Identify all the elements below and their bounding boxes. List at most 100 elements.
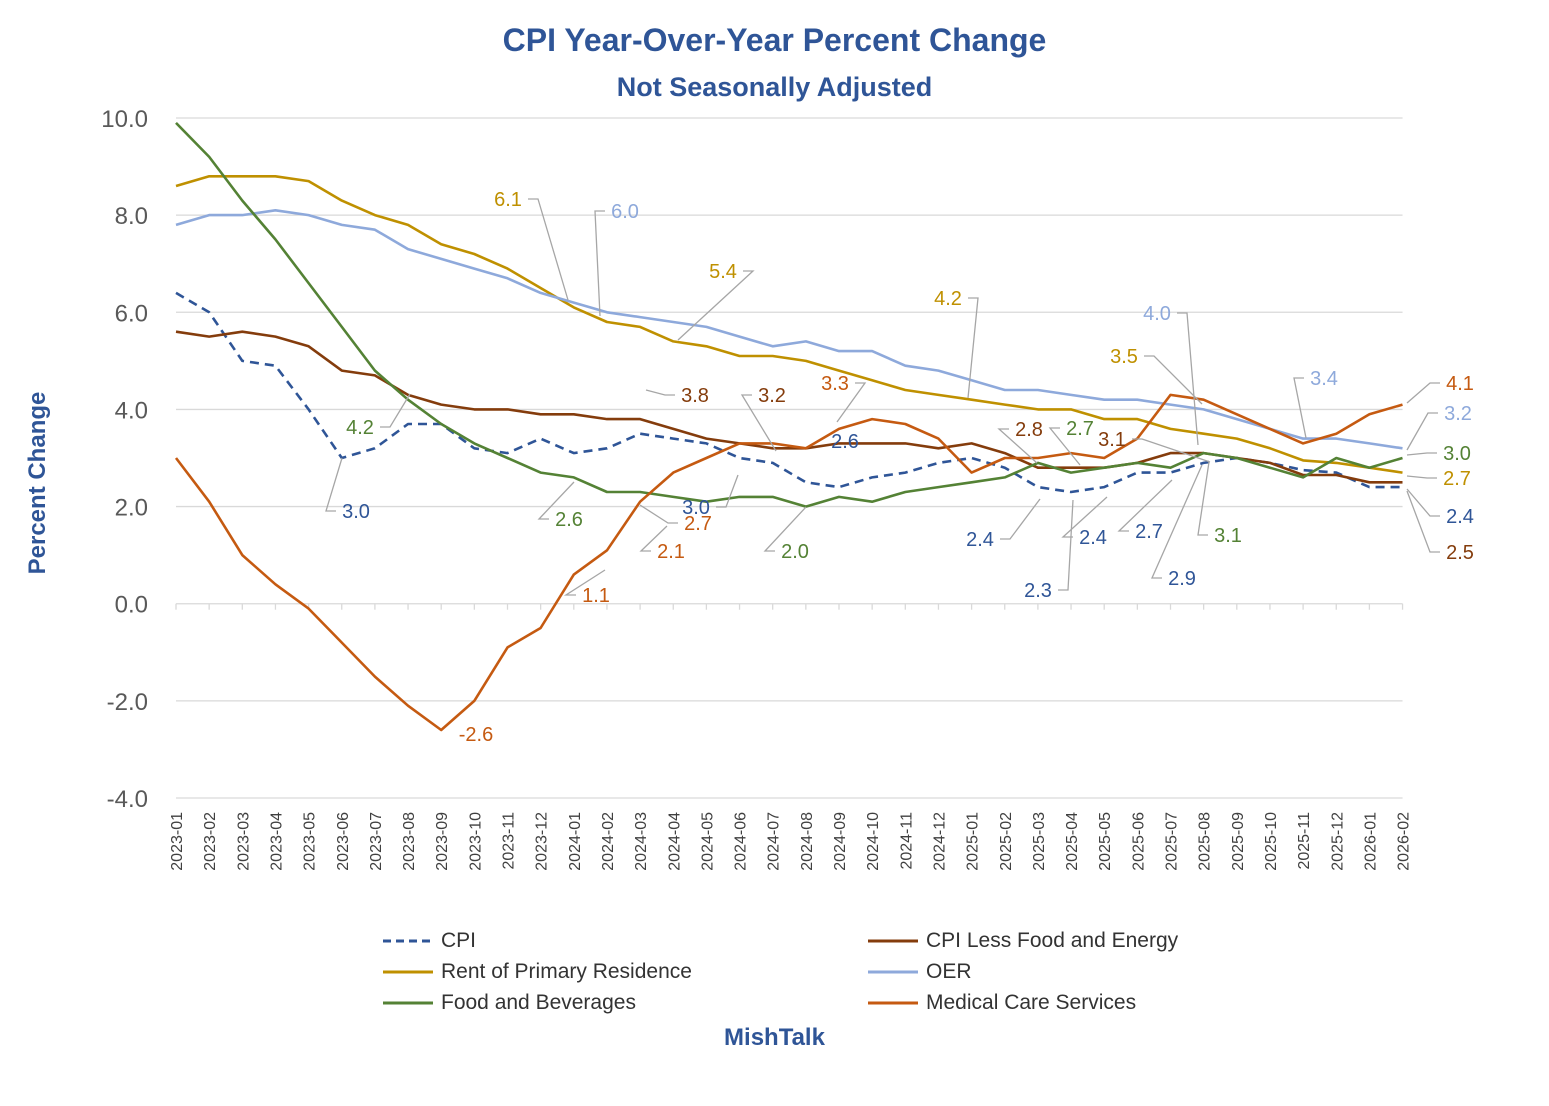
- x-tick-label: 2024-09: [832, 812, 849, 871]
- data-label: 2.6: [831, 431, 859, 453]
- leader-line: [1406, 475, 1437, 479]
- x-tick-label: 2023-12: [534, 812, 551, 871]
- leader-line: [1197, 461, 1210, 536]
- legend-item: OER: [868, 959, 972, 985]
- leader-line: [1151, 464, 1203, 579]
- data-label: 3.0: [342, 501, 370, 523]
- legend-item: Rent of Primary Residence: [383, 959, 692, 985]
- x-tick-label: 2023-08: [401, 812, 418, 871]
- y-tick-label: -4.0: [107, 786, 148, 813]
- leader-line: [1058, 499, 1074, 591]
- x-tick-label: 2024-07: [766, 812, 783, 871]
- x-tick-label: 2023-06: [335, 812, 352, 871]
- series-line-food-and-beverages: [175, 121, 1403, 508]
- data-label: 2.5: [1446, 542, 1474, 564]
- x-tick-label: 2024-08: [799, 812, 816, 871]
- x-tick-label: 2024-10: [865, 812, 882, 871]
- leader-line: [1132, 438, 1211, 463]
- leader-line: [1177, 312, 1199, 446]
- data-label: 1.1: [582, 585, 610, 607]
- leader-line: [594, 210, 605, 317]
- legend-label: Medical Care Services: [926, 991, 1137, 1014]
- x-tick-label: 2023-07: [368, 812, 385, 871]
- x-tick-label: 2023-04: [268, 812, 285, 871]
- leader-line: [967, 297, 979, 399]
- leader-line: [1144, 355, 1203, 405]
- x-tick-label: 2026-02: [1396, 812, 1413, 871]
- data-label: -2.6: [459, 724, 493, 746]
- x-tick-label: 2023-09: [434, 812, 451, 871]
- data-label: 3.1: [1098, 429, 1126, 451]
- legend-swatch: [383, 939, 433, 943]
- data-label: 2.7: [1443, 468, 1471, 490]
- chart-subtitle: Not Seasonally Adjusted: [616, 72, 933, 102]
- legend-swatch: [868, 970, 918, 974]
- x-tick-label: 2024-04: [666, 812, 683, 871]
- x-tick-label: 2023-11: [501, 812, 518, 870]
- legend-swatch: [383, 970, 433, 974]
- x-tick-label: 2025-11: [1296, 812, 1313, 870]
- leader-line: [740, 394, 777, 452]
- data-label: 3.0: [1443, 443, 1471, 465]
- legend-label: OER: [926, 960, 972, 983]
- data-label: 4.1: [1446, 373, 1474, 395]
- x-tick-label: 2025-03: [1031, 812, 1048, 871]
- x-tick-label: 2023-01: [169, 812, 186, 871]
- legend-item: Medical Care Services: [868, 990, 1136, 1016]
- x-tick-label: 2024-11: [898, 812, 915, 870]
- legend-label: Food and Beverages: [441, 991, 636, 1014]
- leader-line: [639, 504, 678, 524]
- data-label: 2.7: [684, 513, 712, 535]
- leader-line: [997, 428, 1038, 464]
- data-label: 6.1: [494, 189, 522, 211]
- x-tick-label: 2024-12: [931, 812, 948, 871]
- data-label: 3.2: [758, 385, 786, 407]
- series-line-oer: [175, 209, 1403, 450]
- leader-line: [1117, 479, 1173, 532]
- x-tick-label: 2025-01: [965, 812, 982, 871]
- leader-line: [677, 270, 755, 341]
- x-tick-label: 2023-10: [467, 812, 484, 871]
- x-tick-label: 2026-01: [1362, 812, 1379, 871]
- data-label: 3.8: [681, 385, 709, 407]
- data-label: 4.2: [346, 417, 374, 439]
- data-label: 2.8: [1015, 419, 1043, 441]
- legend-swatch: [868, 1001, 918, 1005]
- leader-line: [639, 525, 668, 552]
- y-tick-label: 2.0: [115, 495, 148, 522]
- x-tick-label: 2025-02: [998, 812, 1015, 871]
- x-tick-label: 2023-03: [235, 812, 252, 871]
- legend-label: Rent of Primary Residence: [441, 960, 692, 983]
- x-tick-label: 2024-02: [600, 812, 617, 871]
- series-line-medical-care-services: [174, 393, 1403, 732]
- leader-line: [325, 457, 343, 512]
- data-label: 3.3: [821, 373, 849, 395]
- data-label: 2.4: [1446, 506, 1474, 528]
- leader-line: [563, 569, 606, 596]
- legend-item: CPI: [383, 928, 476, 954]
- data-label: 2.0: [781, 541, 809, 563]
- data-label: 2.7: [1135, 521, 1163, 543]
- x-tick-label: 2025-12: [1329, 812, 1346, 871]
- x-tick-label: 2024-05: [699, 812, 716, 871]
- x-tick-label: 2023-05: [302, 812, 319, 871]
- footer-credit: MishTalk: [724, 1024, 825, 1051]
- data-label: 3.1: [1214, 525, 1242, 547]
- x-tick-label: 2025-05: [1097, 812, 1114, 871]
- legend-swatch: [868, 939, 918, 943]
- y-tick-label: 0.0: [115, 592, 148, 619]
- data-label: 2.4: [966, 529, 994, 551]
- data-label: 3.2: [1444, 403, 1472, 425]
- data-label: 4.2: [934, 288, 962, 310]
- data-label: 3.5: [1110, 346, 1138, 368]
- leader-line: [1048, 427, 1081, 466]
- data-label: 5.4: [709, 261, 737, 283]
- y-tick-label: 8.0: [115, 203, 148, 230]
- leader-line: [763, 506, 807, 552]
- legend-label: CPI Less Food and Energy: [926, 929, 1179, 952]
- leader-line: [1061, 496, 1108, 538]
- legend-item: Food and Beverages: [383, 990, 636, 1016]
- y-tick-label: 6.0: [115, 300, 148, 327]
- leader-line: [380, 393, 411, 428]
